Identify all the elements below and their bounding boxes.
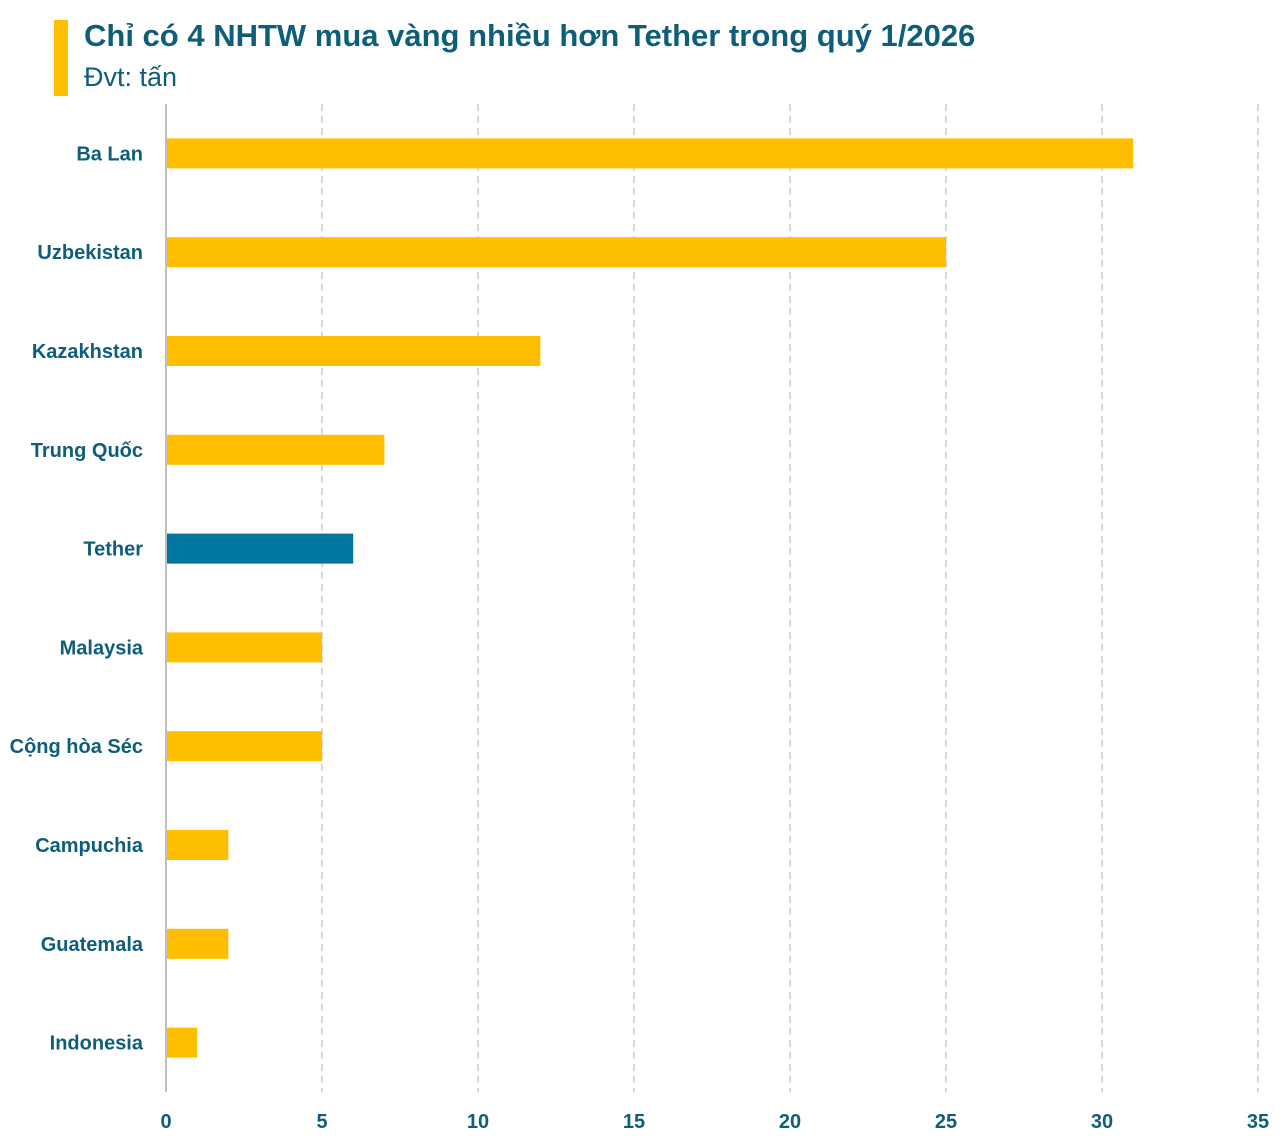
- bar-malaysia: [167, 632, 322, 663]
- category-label: Tether: [83, 539, 143, 561]
- x-tick-label-25: 25: [935, 1111, 957, 1133]
- chart-title: Chỉ có 4 NHTW mua vàng nhiều hơn Tether …: [84, 18, 976, 53]
- bar-guatemala: [167, 928, 229, 959]
- category-label: Indonesia: [50, 1033, 144, 1055]
- category-label: Campuchia: [35, 835, 144, 857]
- grid-lines: [165, 104, 1259, 1092]
- bar-indonesia: [167, 1027, 198, 1058]
- x-axis-ticks: 0 5 10 15 20 25 30 35: [160, 1111, 1269, 1133]
- category-label: Kazakhstan: [32, 341, 143, 363]
- x-tick-label-30: 30: [1091, 1111, 1113, 1133]
- title-accent-bar: [54, 20, 68, 96]
- bar-tether: [167, 533, 354, 564]
- bar-kazakhstan: [167, 336, 541, 366]
- bar-ba-lan: [167, 138, 1134, 169]
- category-label: Trung Quốc: [31, 440, 143, 462]
- category-label: Ba Lan: [76, 143, 143, 165]
- category-label: Guatemala: [41, 934, 144, 956]
- bar-campuchia: [167, 830, 229, 860]
- category-label: Cộng hòa Séc: [10, 736, 143, 758]
- bar-uzbekistan: [167, 237, 946, 268]
- bars: [167, 138, 1134, 1058]
- x-tick-label-20: 20: [779, 1111, 801, 1133]
- bar-trung-quốc: [167, 434, 385, 465]
- x-tick-label-35: 35: [1247, 1111, 1269, 1133]
- category-label: Uzbekistan: [37, 242, 143, 264]
- x-tick-label-10: 10: [467, 1111, 489, 1133]
- x-tick-label-0: 0: [160, 1111, 171, 1133]
- category-labels: Ba Lan Uzbekistan Kazakhstan Trung Quốc Teth…: [10, 143, 144, 1054]
- bar-cộng-hòa-séc: [167, 731, 322, 762]
- x-tick-label-5: 5: [316, 1111, 327, 1133]
- category-label: Malaysia: [60, 637, 144, 659]
- x-tick-label-15: 15: [623, 1111, 645, 1133]
- chart-subtitle: Đvt: tấn: [84, 62, 178, 92]
